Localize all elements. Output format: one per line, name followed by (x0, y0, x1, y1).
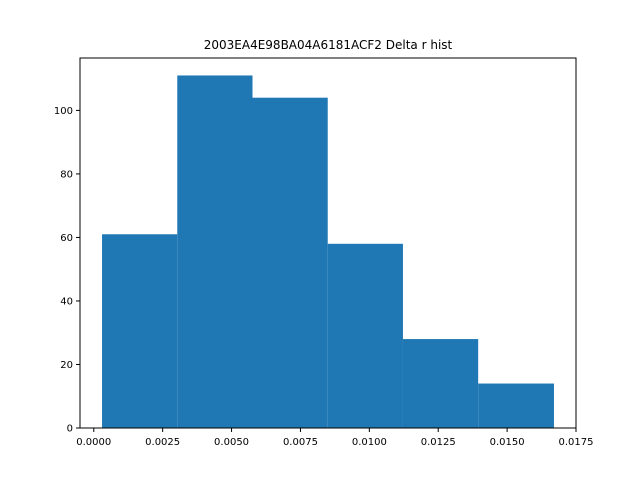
y-axis: 0 20 40 60 80 100 (54, 106, 80, 435)
x-tick-label: 0.0100 (352, 437, 387, 448)
y-tick-label: 0 (67, 424, 73, 435)
y-tick-label: 60 (60, 233, 73, 244)
y-tick-label: 80 (60, 169, 73, 180)
x-axis: 0.0000 0.0025 0.0050 0.0075 0.0100 0.0125 0.01… (76, 428, 594, 448)
histogram-bar-1 (102, 234, 178, 428)
chart-title: 2003EA4E98BA04A6181ACF2 Delta r hist (204, 38, 453, 52)
y-tick-label: 40 (60, 296, 73, 307)
x-tick-label: 0.0125 (421, 437, 456, 448)
histogram-bar-3 (252, 97, 328, 428)
x-tick-label: 0.0150 (490, 437, 525, 448)
plot-frame (79, 57, 577, 429)
y-tick-label: 100 (54, 106, 73, 117)
x-tick-label: 0.0025 (145, 437, 180, 448)
x-tick-label: 0.0000 (76, 437, 111, 448)
x-tick-label: 0.0175 (559, 437, 594, 448)
histogram-bar-6 (478, 383, 554, 428)
histogram-bar-4 (327, 243, 403, 428)
x-tick-label: 0.0050 (214, 437, 249, 448)
histogram-bar-5 (402, 339, 479, 428)
histogram-bar-2 (177, 75, 253, 429)
y-tick-label: 20 (60, 360, 73, 371)
bars-group (102, 75, 554, 429)
x-tick-label: 0.0075 (283, 437, 318, 448)
